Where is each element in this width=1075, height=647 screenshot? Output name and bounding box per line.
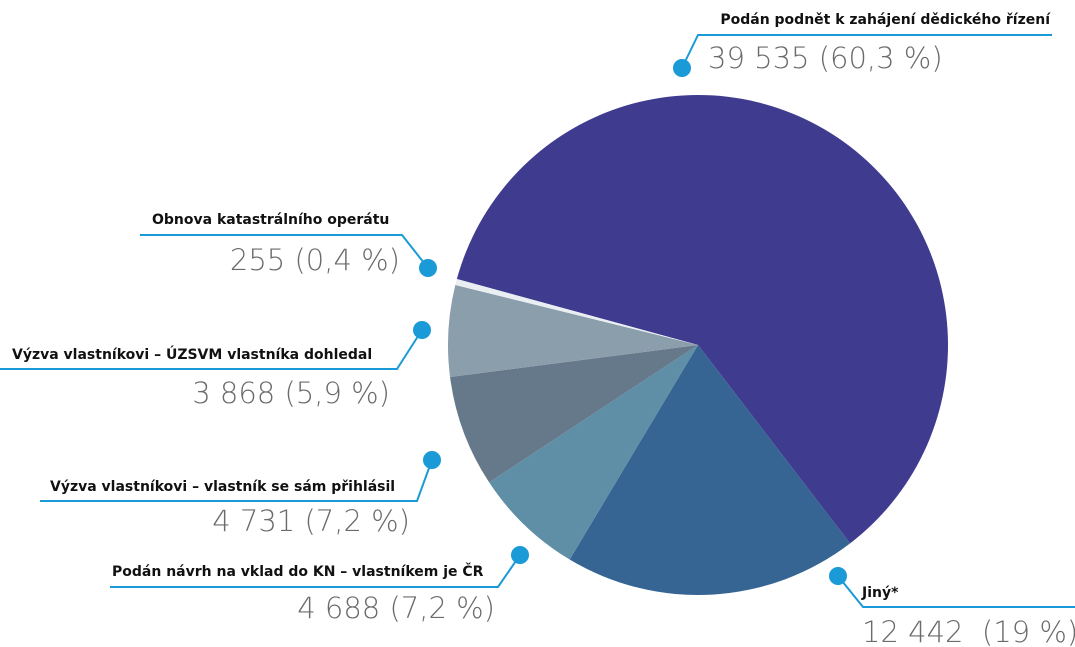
leader-dot — [511, 546, 529, 564]
slice-label: Výzva vlastníkovi – vlastník se sám přih… — [50, 479, 395, 495]
slice-label: Jiný* — [861, 585, 899, 601]
pie-slice — [448, 284, 698, 378]
value-label: 3 868 (5,9 %) — [192, 376, 390, 410]
leader-dot — [413, 321, 431, 339]
leader-dot — [423, 451, 441, 469]
leader-dot — [829, 567, 847, 585]
pie-slice — [450, 345, 698, 483]
leader-dot — [673, 59, 691, 77]
leader-line — [0, 329, 423, 370]
value-label: 4 731 (7,2 %) — [212, 504, 410, 538]
leader-line — [40, 459, 433, 502]
value-label: 39 535 (60,3 %) — [708, 41, 943, 75]
leader-dot — [419, 259, 437, 277]
slice-label: Obnova katastrálního operátu — [152, 212, 389, 228]
pie-slice — [455, 279, 698, 345]
leader-line — [681, 34, 1052, 69]
value-label: 4 688 (7,2 %) — [297, 591, 495, 625]
pie-slice — [489, 345, 698, 560]
value-label: 12 442 (19 %) — [862, 615, 1075, 647]
leader-line — [140, 234, 429, 269]
slice-label: Podán podnět k zahájení dědického řízení — [720, 12, 1051, 28]
leader-line — [837, 575, 1075, 608]
leader-line — [110, 554, 521, 588]
pie-slice — [456, 95, 949, 544]
pie-slice — [569, 345, 851, 595]
value-label: 255 (0,4 %) — [230, 243, 400, 277]
slice-label: Výzva vlastníkovi – ÚZSVM vlastníka dohl… — [12, 345, 372, 363]
slice-label: Podán návrh na vklad do KN – vlastníkem … — [112, 562, 484, 580]
